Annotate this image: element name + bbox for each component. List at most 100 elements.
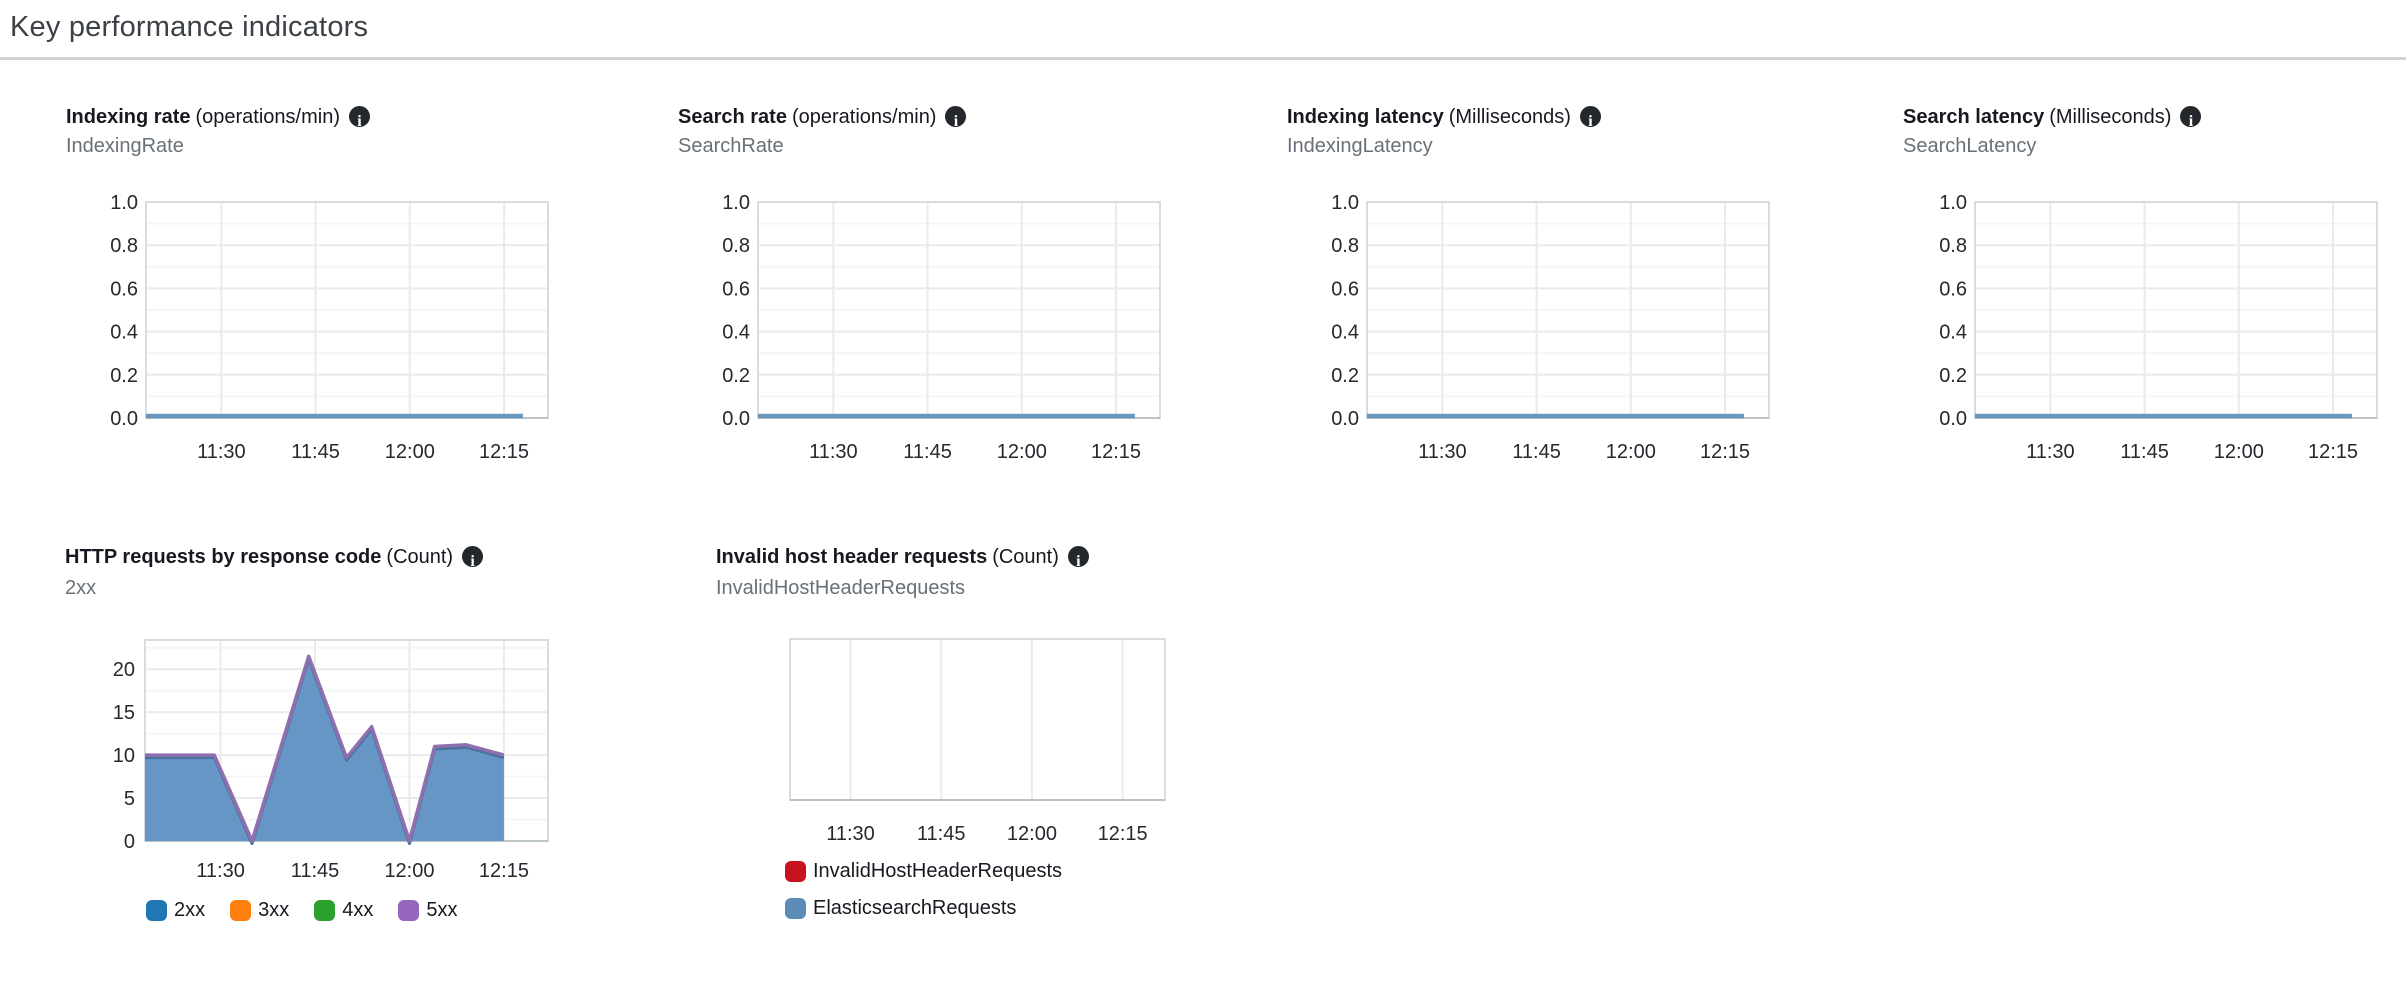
- axis-tick-label: 0.6: [722, 278, 750, 300]
- axis-tick-label: 11:45: [291, 860, 340, 882]
- legend-label: ElasticsearchRequests: [813, 897, 1017, 919]
- chart-unit: (operations/min): [791, 106, 937, 128]
- axis-tick-label: 12:15: [479, 441, 529, 463]
- axis-tick-label: 11:30: [2026, 441, 2075, 463]
- chart-header-indexing-latency: Indexing latency (Milliseconds) i: [1287, 103, 1601, 131]
- axis-tick-label: 12:15: [1091, 441, 1141, 463]
- page-title: Key performance indicators: [10, 11, 369, 43]
- chart-title: Invalid host header requests: [716, 546, 988, 568]
- axis-tick-label: 12:15: [2308, 441, 2358, 463]
- legend-item-4xx[interactable]: 4xx: [314, 900, 373, 921]
- legend-swatch: [785, 898, 806, 919]
- legend-item-ElasticsearchRequests[interactable]: ElasticsearchRequests: [785, 898, 1062, 919]
- legend-swatch: [398, 900, 420, 921]
- axis-tick-label: 0.6: [1331, 278, 1359, 300]
- axis-tick-label: 1.0: [1331, 192, 1359, 214]
- legend-invalid-host: InvalidHostHeaderRequests ElasticsearchRe…: [785, 861, 1062, 919]
- legend-item-3xx[interactable]: 3xx: [230, 900, 289, 921]
- chart-metric-label: IndexingLatency: [1287, 135, 1433, 157]
- axis-tick-label: 12:00: [384, 860, 434, 882]
- chart-header-http-requests: HTTP requests by response code (Count) i: [65, 543, 484, 571]
- axis-tick-label: 0.6: [110, 278, 138, 300]
- chart-header-indexing-rate: Indexing rate (operations/min) i: [66, 103, 370, 131]
- info-icon[interactable]: i: [945, 106, 967, 130]
- info-icon[interactable]: i: [349, 106, 370, 130]
- plot-area-border: [789, 638, 1166, 801]
- axis-tick-label: 0.2: [1331, 365, 1359, 387]
- chart-search-latency[interactable]: 1.0 0.8 0.6 0.4 0.2 0.0 11:30 11:45 12:00 12:15: [1905, 188, 2406, 474]
- axis-tick-label: 12:00: [2214, 441, 2264, 463]
- axis-tick-label: 0.4: [1939, 322, 1967, 344]
- chart-title: Search latency: [1903, 106, 2045, 128]
- axis-tick-label: 11:30: [809, 441, 858, 463]
- axis-tick-label: 12:00: [385, 441, 435, 463]
- axis-tick-label: 0.6: [1939, 278, 1967, 300]
- axis-tick-label: 0.2: [1939, 365, 1967, 387]
- chart-indexing-latency[interactable]: 1.0 0.8 0.6 0.4 0.2 0.0 11:30 11:45 12:00 12:15: [1297, 188, 1803, 474]
- info-icon[interactable]: i: [1579, 106, 1601, 130]
- chart-http-requests[interactable]: 20 15 10 5 0 11:30 11:45 12:00 12:15: [75, 626, 582, 897]
- axis-tick-label: 11:30: [826, 823, 875, 845]
- chart-unit: (Count): [992, 546, 1059, 568]
- axis-tick-label: 11:45: [2120, 441, 2169, 463]
- axis-tick-label: 11:30: [196, 860, 245, 882]
- axis-tick-label: 0.4: [110, 322, 138, 344]
- axis-tick-label: 0.8: [722, 235, 750, 257]
- legend-http-requests: 2xx 3xx 4xx 5xx: [146, 900, 458, 921]
- info-icon[interactable]: i: [2180, 106, 2202, 130]
- info-icon[interactable]: i: [462, 546, 484, 570]
- header-divider: [0, 57, 2406, 60]
- legend-swatch: [146, 900, 167, 921]
- chart-title: Indexing latency: [1287, 106, 1444, 128]
- axis-tick-label: 0.4: [1331, 322, 1359, 344]
- axis-tick-label: 0.0: [1939, 408, 1967, 430]
- axis-tick-label: 1.0: [110, 192, 138, 214]
- axis-tick-label: 0.8: [1939, 235, 1967, 257]
- legend-label: 2xx: [174, 899, 206, 921]
- legend-item-2xx[interactable]: 2xx: [146, 900, 205, 921]
- legend-swatch: [230, 900, 252, 921]
- axis-tick-label: 0.2: [722, 365, 750, 387]
- legend-item-InvalidHostHeaderRequests[interactable]: InvalidHostHeaderRequests: [785, 861, 1062, 882]
- chart-header-invalid-host: Invalid host header requests (Count) i: [716, 543, 1089, 571]
- chart-metric-label: IndexingRate: [66, 135, 184, 157]
- chart-unit: (Milliseconds): [1448, 106, 1571, 128]
- legend-swatch: [314, 900, 336, 921]
- axis-tick-label: 0.0: [1331, 408, 1359, 430]
- axis-tick-label: 11:45: [903, 441, 952, 463]
- legend-label: 4xx: [342, 899, 374, 921]
- chart-header-search-latency: Search latency (Milliseconds) i: [1903, 103, 2202, 131]
- area-edge-line: [145, 654, 505, 843]
- axis-tick-label: 10: [113, 745, 135, 767]
- axis-tick-label: 11:30: [197, 441, 246, 463]
- chart-invalid-host[interactable]: 11:30 11:45 12:00 12:15: [720, 625, 1199, 856]
- axis-tick-label: 1.0: [722, 192, 750, 214]
- legend-swatch: [785, 861, 806, 882]
- axis-tick-label: 15: [113, 702, 135, 724]
- legend-item-5xx[interactable]: 5xx: [398, 900, 458, 921]
- axis-tick-label: 0.2: [110, 365, 138, 387]
- axis-tick-label: 20: [113, 659, 135, 681]
- chart-title: Search rate: [678, 106, 787, 128]
- axis-tick-label: 11:45: [1512, 441, 1561, 463]
- axis-tick-label: 12:15: [1098, 823, 1148, 845]
- axis-tick-label: 12:00: [1007, 823, 1057, 845]
- axis-tick-label: 12:00: [997, 441, 1047, 463]
- axis-tick-label: 11:45: [291, 441, 340, 463]
- axis-tick-label: 0.4: [722, 322, 750, 344]
- chart-title: HTTP requests by response code: [65, 546, 382, 568]
- chart-unit: (Count): [386, 546, 454, 568]
- chart-header-search-rate: Search rate (operations/min) i: [678, 103, 967, 131]
- legend-label: 3xx: [258, 899, 290, 921]
- chart-metric-label: 2xx: [65, 577, 97, 599]
- chart-search-rate[interactable]: 1.0 0.8 0.6 0.4 0.2 0.0 11:30 11:45 12:00 12:15: [688, 188, 1194, 474]
- chart-unit: (operations/min): [195, 106, 340, 128]
- area-series-2xx: [145, 656, 504, 841]
- chart-unit: (Milliseconds): [2049, 106, 2172, 128]
- chart-indexing-rate[interactable]: 1.0 0.8 0.6 0.4 0.2 0.0 11:30 11:45 12:00 12:15: [76, 188, 582, 474]
- axis-tick-label: 0: [124, 831, 135, 853]
- info-icon[interactable]: i: [1067, 546, 1089, 570]
- chart-title: Indexing rate: [66, 106, 191, 128]
- axis-tick-label: 11:45: [917, 823, 966, 845]
